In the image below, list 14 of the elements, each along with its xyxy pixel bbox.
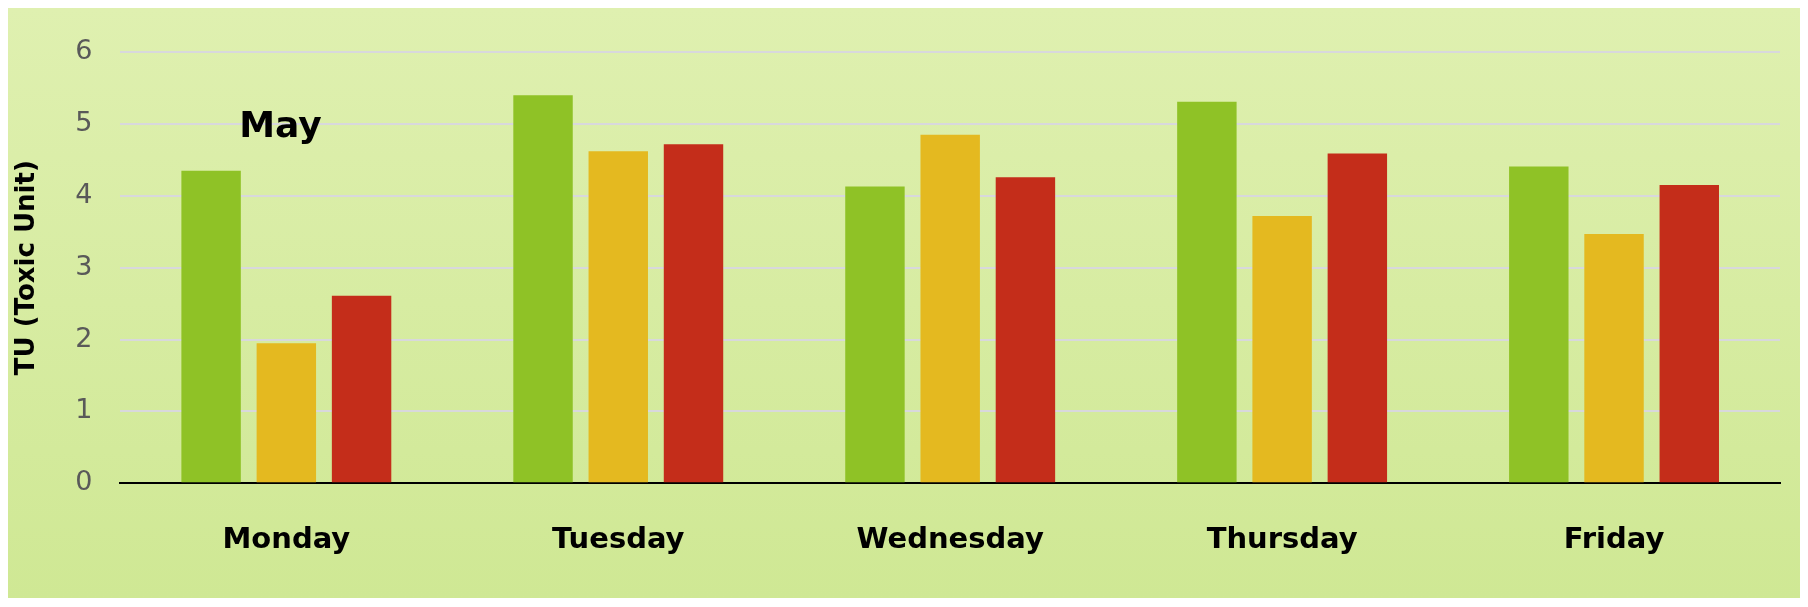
y-tick-label: 0	[75, 465, 93, 497]
y-axis-title: TU (Toxic Unit)	[10, 160, 41, 376]
x-tick-label: Monday	[222, 521, 351, 556]
x-tick-label: Friday	[1563, 521, 1665, 556]
y-tick-label: 3	[75, 249, 93, 281]
y-tick-label: 5	[75, 106, 93, 138]
x-tick-label: Tuesday	[552, 521, 685, 556]
y-tick-label: 2	[75, 321, 93, 353]
y-tick-label: 4	[75, 177, 93, 209]
y-tick-label: 1	[75, 393, 93, 425]
x-tick-label: Wednesday	[856, 521, 1044, 556]
annotation: May	[239, 104, 322, 146]
y-tick-label: 6	[75, 34, 93, 66]
x-tick-label: Thursday	[1206, 521, 1358, 556]
